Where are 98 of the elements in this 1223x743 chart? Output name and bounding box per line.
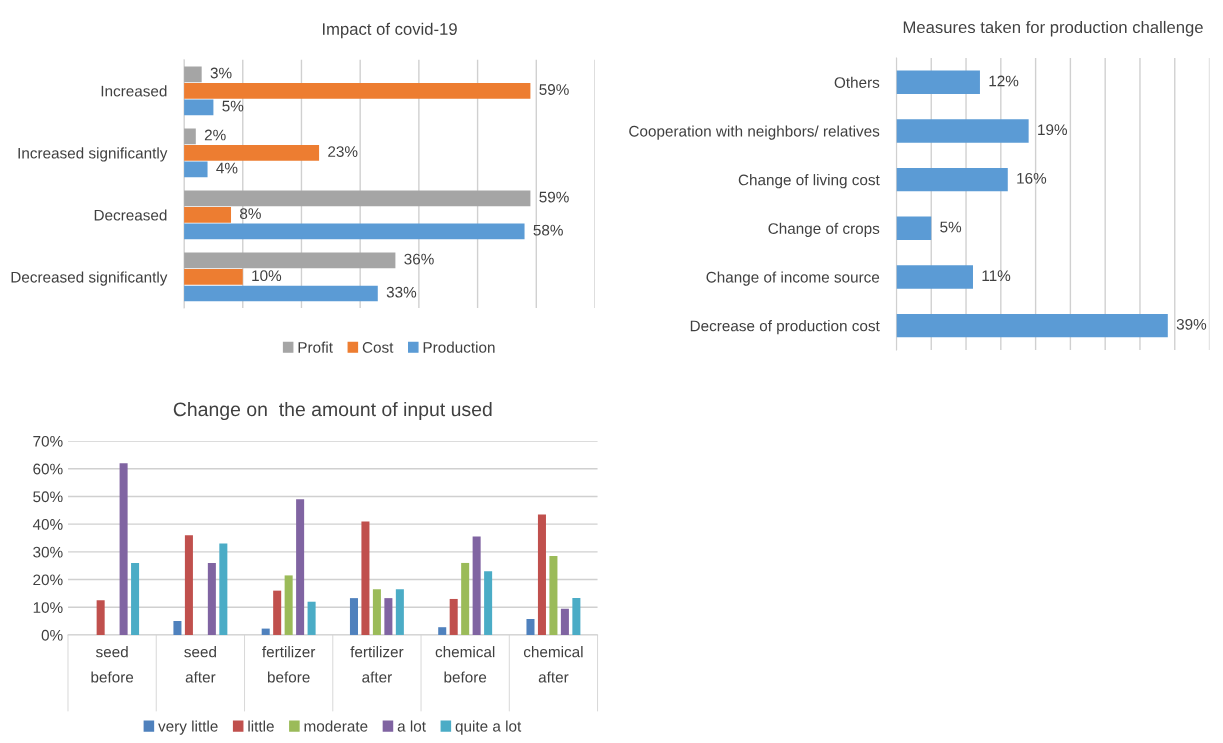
y-tick-label: Increased: [101, 85, 167, 97]
bar: [461, 562, 470, 635]
bar: [184, 82, 531, 99]
y-tick-label: Others: [834, 76, 880, 88]
data-label: 19%: [1038, 124, 1068, 136]
bar: [184, 99, 214, 116]
bar: [896, 313, 1168, 338]
bar: [896, 119, 1029, 143]
bar: [273, 590, 282, 635]
bar: [119, 463, 128, 635]
y-tick-label: Increased significantly: [18, 147, 168, 162]
y-tick-label: 50%: [33, 491, 63, 503]
data-label: 16%: [1017, 172, 1047, 184]
chart-title: Change on the amount of input used: [173, 401, 492, 421]
bar: [896, 265, 973, 289]
bar: [219, 543, 228, 635]
bar: [96, 600, 105, 635]
legend-label: Profit: [298, 341, 333, 353]
data-label: 12%: [989, 75, 1019, 87]
legend-label: Production: [423, 341, 495, 353]
y-tick-label: 40%: [32, 519, 63, 530]
y-tick-label: 60%: [33, 463, 63, 475]
y-tick-label: Change of income source: [706, 271, 880, 286]
bar: [307, 601, 316, 635]
data-label: 3%: [210, 67, 232, 79]
data-label: 2%: [204, 129, 226, 141]
bar: [472, 536, 481, 635]
legend-label: a lot: [397, 720, 426, 732]
data-label: 5%: [940, 221, 962, 233]
x-tick-label: fertilizer after: [350, 646, 404, 683]
bar: [549, 556, 558, 635]
chart-title: Impact of covid-19: [322, 22, 457, 39]
bar: [184, 535, 193, 635]
y-tick-label: Change of living cost: [738, 174, 880, 189]
bar: [560, 608, 569, 635]
bar: [184, 207, 232, 223]
bar: [207, 562, 216, 635]
bar: [349, 598, 358, 635]
x-tick-label: seed before: [91, 646, 134, 683]
bar: [372, 589, 381, 635]
bar: [537, 514, 546, 635]
bar: [572, 598, 581, 635]
bar: [184, 269, 243, 285]
data-label: 59%: [539, 191, 569, 203]
data-label: 36%: [404, 253, 434, 265]
bar: [261, 628, 270, 635]
legend-label: moderate: [304, 720, 368, 732]
bar: [184, 223, 525, 240]
data-label: 8%: [240, 208, 261, 220]
x-tick-label: seed after: [184, 646, 216, 683]
bar: [449, 598, 458, 635]
y-tick-label: 0%: [41, 629, 63, 641]
legend-label: Cost: [362, 341, 394, 353]
data-label: 11%: [982, 270, 1011, 281]
data-label: 23%: [328, 146, 358, 157]
y-tick-label: Change of crops: [768, 222, 880, 237]
bar: [131, 562, 140, 635]
data-label: 5%: [222, 100, 244, 112]
legend-label: very little: [158, 720, 218, 735]
y-tick-label: 20%: [33, 574, 63, 586]
y-tick-label: Decrease of production cost: [690, 320, 880, 335]
bar: [395, 589, 404, 635]
x-tick-label: chemical after: [523, 646, 583, 683]
y-tick-label: 30%: [33, 546, 63, 558]
chart-title: Measures taken for production challenge: [903, 20, 1203, 37]
bar: [438, 627, 447, 635]
bar: [896, 70, 980, 94]
bar: [896, 216, 932, 240]
y-tick-label: Cooperation with neighbors/ relatives: [629, 125, 880, 140]
bar: [384, 598, 393, 635]
legend-label: quite a lot: [455, 720, 522, 735]
data-label: 58%: [533, 224, 563, 236]
x-tick-label: chemical before: [435, 646, 495, 683]
bar: [361, 521, 370, 635]
bar: [484, 571, 493, 635]
y-tick-label: Decreased: [94, 209, 167, 221]
data-label: 10%: [252, 270, 282, 282]
legend-label: little: [248, 720, 274, 732]
y-tick-label: 70%: [33, 435, 63, 447]
data-label: 39%: [1176, 318, 1207, 330]
bar: [184, 66, 202, 83]
bar: [526, 618, 535, 635]
bar: [184, 161, 208, 178]
bar: [184, 285, 378, 302]
y-tick-label: 10%: [33, 602, 63, 613]
data-label: 33%: [386, 286, 417, 298]
data-label: 4%: [216, 162, 238, 174]
y-tick-label: Decreased significantly: [11, 271, 168, 286]
bar: [184, 128, 196, 145]
data-label: 59%: [539, 84, 569, 95]
bar: [296, 499, 305, 635]
bar: [184, 252, 396, 269]
x-tick-label: fertilizer before: [262, 646, 316, 683]
bar: [284, 575, 293, 635]
bar: [184, 145, 320, 161]
bar: [173, 621, 182, 635]
bar: [184, 190, 531, 207]
bar: [896, 167, 1008, 192]
